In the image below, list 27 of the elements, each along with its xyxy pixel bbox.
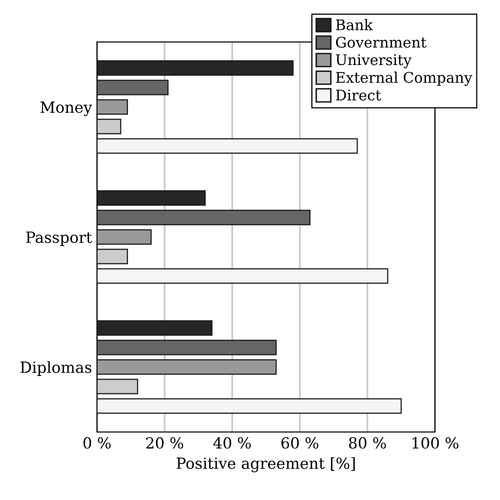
x-tick-label: 40 % — [213, 437, 251, 449]
bar — [97, 340, 277, 356]
bar — [97, 229, 152, 245]
y-tick-label: Money — [40, 102, 92, 116]
bar — [97, 398, 402, 414]
bar — [97, 190, 206, 206]
x-tick-label: 80 % — [349, 437, 386, 449]
x-tick-label: 100 % — [412, 437, 458, 449]
bar — [97, 60, 294, 76]
legend-label: Direct — [336, 90, 382, 101]
y-tick-label: Diplomas — [20, 361, 92, 376]
legend-label: External Company — [336, 72, 472, 86]
bar — [97, 359, 277, 375]
bar — [97, 80, 169, 96]
legend-label: Government — [336, 36, 426, 48]
x-tick-label: 0 % — [83, 437, 111, 449]
bar — [97, 268, 388, 284]
bar — [97, 99, 128, 115]
bar — [97, 320, 212, 336]
y-tick-label: Passport — [26, 232, 92, 246]
x-tick-label: 20 % — [146, 437, 184, 449]
bar — [97, 210, 310, 226]
bar — [97, 138, 358, 154]
x-axis-title: Positive agreement [%] — [176, 457, 355, 472]
legend-label: University — [336, 54, 412, 68]
legend-label: Bank — [336, 19, 373, 30]
x-tick-label: 60 % — [281, 437, 318, 449]
